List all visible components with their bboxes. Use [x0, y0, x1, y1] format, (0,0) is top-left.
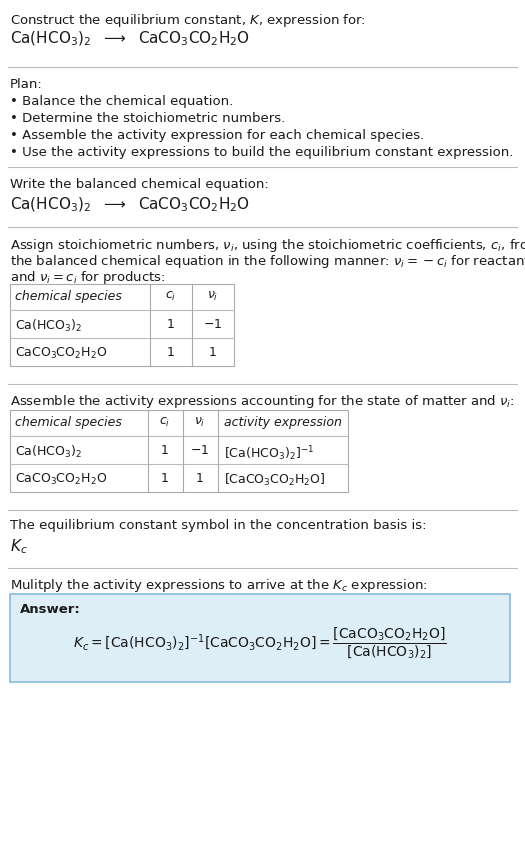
Text: • Assemble the activity expression for each chemical species.: • Assemble the activity expression for e…	[10, 129, 424, 142]
Text: • Balance the chemical equation.: • Balance the chemical equation.	[10, 95, 233, 108]
Text: and $\nu_i = c_i$ for products:: and $\nu_i = c_i$ for products:	[10, 269, 165, 286]
Text: Mulitply the activity expressions to arrive at the $K_c$ expression:: Mulitply the activity expressions to arr…	[10, 576, 428, 593]
Text: Construct the equilibrium constant, $K$, expression for:: Construct the equilibrium constant, $K$,…	[10, 12, 366, 29]
Text: • Use the activity expressions to build the equilibrium constant expression.: • Use the activity expressions to build …	[10, 146, 513, 158]
Text: $c_i$: $c_i$	[165, 289, 176, 303]
Text: The equilibrium constant symbol in the concentration basis is:: The equilibrium constant symbol in the c…	[10, 518, 426, 531]
Text: $\mathrm{Ca(HCO_3)_2}$: $\mathrm{Ca(HCO_3)_2}$	[15, 318, 82, 334]
Text: • Determine the stoichiometric numbers.: • Determine the stoichiometric numbers.	[10, 112, 285, 125]
Text: 1: 1	[196, 472, 204, 485]
Text: $\nu_i$: $\nu_i$	[207, 289, 219, 303]
Text: $\mathrm{Ca(HCO_3)_2}$  $\longrightarrow$  $\mathrm{CaCO_3CO_2H_2O}$: $\mathrm{Ca(HCO_3)_2}$ $\longrightarrow$…	[10, 195, 250, 214]
Text: activity expression: activity expression	[224, 416, 342, 429]
Text: $\nu_i$: $\nu_i$	[194, 416, 206, 429]
Text: $\mathrm{Ca(HCO_3)_2}$: $\mathrm{Ca(HCO_3)_2}$	[15, 443, 82, 460]
Text: 1: 1	[161, 443, 169, 456]
Text: Assign stoichiometric numbers, $\nu_i$, using the stoichiometric coefficients, $: Assign stoichiometric numbers, $\nu_i$, …	[10, 237, 525, 254]
Bar	[10, 411, 348, 492]
Text: Answer:: Answer:	[20, 603, 81, 616]
Text: Assemble the activity expressions accounting for the state of matter and $\nu_i$: Assemble the activity expressions accoun…	[10, 393, 514, 410]
Text: chemical species: chemical species	[15, 289, 122, 303]
Text: 1: 1	[167, 318, 175, 331]
Text: $c_i$: $c_i$	[160, 416, 171, 429]
Text: Write the balanced chemical equation:: Write the balanced chemical equation:	[10, 177, 269, 191]
Text: 1: 1	[209, 345, 217, 358]
Text: $-1$: $-1$	[203, 318, 223, 331]
Bar	[10, 285, 234, 367]
Text: $\mathrm{Ca(HCO_3)_2}$  $\longrightarrow$  $\mathrm{CaCO_3CO_2H_2O}$: $\mathrm{Ca(HCO_3)_2}$ $\longrightarrow$…	[10, 30, 250, 48]
Text: 1: 1	[167, 345, 175, 358]
Text: $K_c = [\mathrm{Ca(HCO_3)_2}]^{-1} [\mathrm{CaCO_3CO_2H_2O}] = \dfrac{[\mathrm{C: $K_c = [\mathrm{Ca(HCO_3)_2}]^{-1} [\mat…	[73, 625, 447, 660]
Text: $-1$: $-1$	[191, 443, 209, 456]
Text: 1: 1	[161, 472, 169, 485]
Bar	[10, 594, 510, 682]
Text: $[\mathrm{CaCO_3CO_2H_2O}]$: $[\mathrm{CaCO_3CO_2H_2O}]$	[224, 472, 326, 487]
Text: $K_c$: $K_c$	[10, 536, 28, 555]
Text: $[\mathrm{Ca(HCO_3)_2}]^{-1}$: $[\mathrm{Ca(HCO_3)_2}]^{-1}$	[224, 443, 314, 462]
Text: chemical species: chemical species	[15, 416, 122, 429]
Text: the balanced chemical equation in the following manner: $\nu_i = -c_i$ for react: the balanced chemical equation in the fo…	[10, 253, 525, 269]
Text: $\mathrm{CaCO_3CO_2H_2O}$: $\mathrm{CaCO_3CO_2H_2O}$	[15, 345, 107, 361]
Text: Plan:: Plan:	[10, 77, 43, 91]
Text: $\mathrm{CaCO_3CO_2H_2O}$: $\mathrm{CaCO_3CO_2H_2O}$	[15, 472, 107, 486]
